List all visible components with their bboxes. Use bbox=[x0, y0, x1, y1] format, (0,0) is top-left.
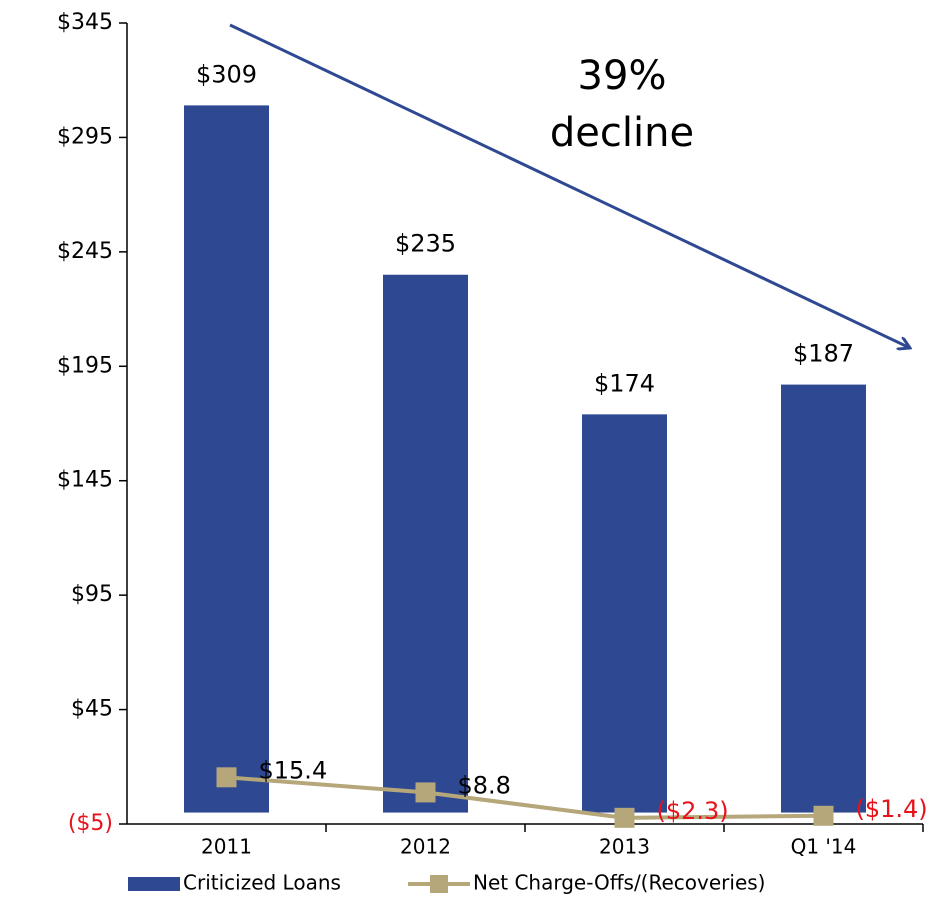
line-label: ($2.3) bbox=[657, 797, 729, 825]
annotation: decline bbox=[550, 110, 694, 156]
x-tick-label: Q1 '14 bbox=[791, 835, 857, 859]
y-tick-label: $45 bbox=[71, 697, 113, 722]
y-tick-label: ($5) bbox=[68, 811, 113, 836]
y-tick-label: $295 bbox=[57, 124, 113, 149]
bar-label: $174 bbox=[594, 369, 655, 397]
legend-marker bbox=[430, 875, 448, 893]
bar bbox=[383, 274, 468, 813]
bar bbox=[184, 105, 269, 813]
line-marker bbox=[216, 767, 237, 788]
legend-swatch bbox=[128, 877, 180, 891]
bar-label: $187 bbox=[793, 340, 854, 368]
line-marker bbox=[813, 805, 834, 826]
trend-arrow bbox=[229, 23, 910, 348]
line-label: $15.4 bbox=[259, 756, 328, 784]
annotation: 39% bbox=[578, 53, 667, 99]
x-tick-label: 2011 bbox=[201, 835, 252, 859]
legend-label: Net Charge-Offs/(Recoveries) bbox=[473, 871, 765, 895]
line-marker bbox=[614, 807, 635, 828]
y-tick-label: $195 bbox=[57, 353, 113, 378]
x-tick-label: 2012 bbox=[400, 835, 451, 859]
bar-label: $309 bbox=[196, 60, 257, 88]
y-tick-label: $345 bbox=[57, 10, 113, 35]
y-tick-label: $95 bbox=[71, 582, 113, 607]
x-tick-label: 2013 bbox=[599, 835, 650, 859]
line-label: ($1.4) bbox=[856, 795, 928, 823]
bar bbox=[582, 414, 667, 813]
bar bbox=[781, 384, 866, 813]
y-tick-label: $145 bbox=[57, 468, 113, 493]
line bbox=[226, 775, 824, 820]
legend-label: Criticized Loans bbox=[183, 871, 341, 895]
bar-label: $235 bbox=[395, 230, 456, 258]
line-marker bbox=[415, 782, 436, 803]
y-tick-label: $245 bbox=[57, 239, 113, 264]
line-label: $8.8 bbox=[458, 771, 511, 799]
